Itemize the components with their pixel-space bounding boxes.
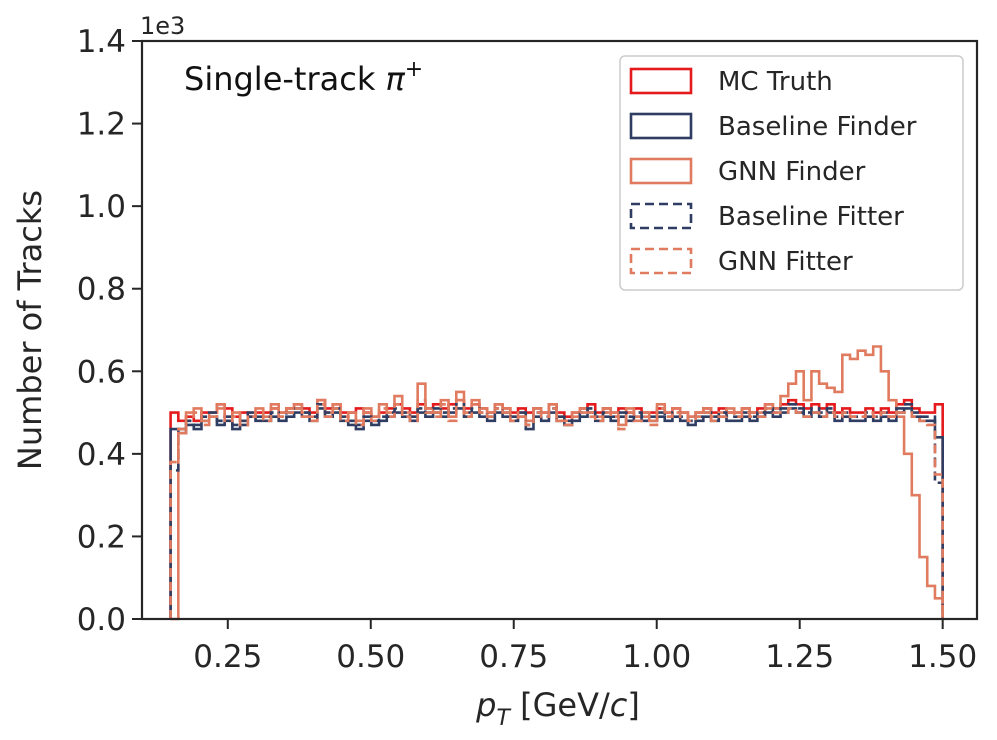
annotation-prefix: Single-track <box>184 60 386 98</box>
legend: MC Truth Baseline Finder GNN Finder Baselin… <box>619 55 964 291</box>
legend-swatch-gnn-fitter <box>629 247 693 275</box>
x-tick-label: 1.50 <box>908 639 977 675</box>
legend-box <box>619 55 964 291</box>
legend-label-gnn-finder: GNN Finder <box>718 157 866 187</box>
x-axis-label: pT [GeV/c] <box>475 686 640 731</box>
y-tick-label: 0.0 <box>77 602 126 638</box>
legend-swatch-gnn-finder <box>629 157 693 185</box>
x-axis-ticks: 0.25 0.50 0.75 1.00 1.25 1.50 <box>193 619 977 675</box>
x-tick-label: 1.00 <box>622 639 691 675</box>
y-tick-label: 0.2 <box>77 519 126 555</box>
x-label-var: p <box>475 686 496 724</box>
series-layer <box>169 345 944 621</box>
x-tick-label: 1.25 <box>765 639 834 675</box>
annotation-symbol: π <box>386 60 406 98</box>
legend-swatch-baseline-finder <box>629 112 693 140</box>
annotation-superscript: + <box>405 57 423 82</box>
legend-label-baseline-fitter: Baseline Fitter <box>718 202 904 232</box>
x-label-sub: T <box>496 706 511 731</box>
x-label-unit-post: ] <box>627 686 639 724</box>
x-label-unit-pre: [GeV/ <box>510 686 610 724</box>
y-tick-label: 1.0 <box>77 189 126 225</box>
x-label-unit-var: c <box>610 686 628 724</box>
legend-swatch-mc-truth <box>629 67 693 95</box>
legend-label-gnn-fitter: GNN Fitter <box>718 247 853 277</box>
y-tick-label: 1.2 <box>77 107 126 143</box>
y-offset-label: 1e3 <box>140 12 185 40</box>
y-tick-label: 0.6 <box>77 354 126 390</box>
x-tick-label: 0.50 <box>336 639 405 675</box>
legend-swatch-baseline-fitter <box>629 202 693 230</box>
y-axis-label: Number of Tracks <box>11 190 49 470</box>
x-tick-label: 0.75 <box>479 639 548 675</box>
annotation-text: Single-track π+ <box>184 57 423 98</box>
series-gnn-fitter <box>169 398 944 619</box>
y-tick-label: 0.4 <box>77 437 126 473</box>
legend-label-mc-truth: MC Truth <box>718 67 833 97</box>
legend-label-baseline-finder: Baseline Finder <box>718 112 917 142</box>
y-tick-label: 0.8 <box>77 272 126 308</box>
y-axis-ticks: 0.0 0.2 0.4 0.6 0.8 1.0 1.2 1.4 <box>77 24 142 638</box>
plot-frame <box>140 39 979 621</box>
x-tick-label: 0.25 <box>193 639 262 675</box>
y-tick-label: 1.4 <box>77 24 126 60</box>
